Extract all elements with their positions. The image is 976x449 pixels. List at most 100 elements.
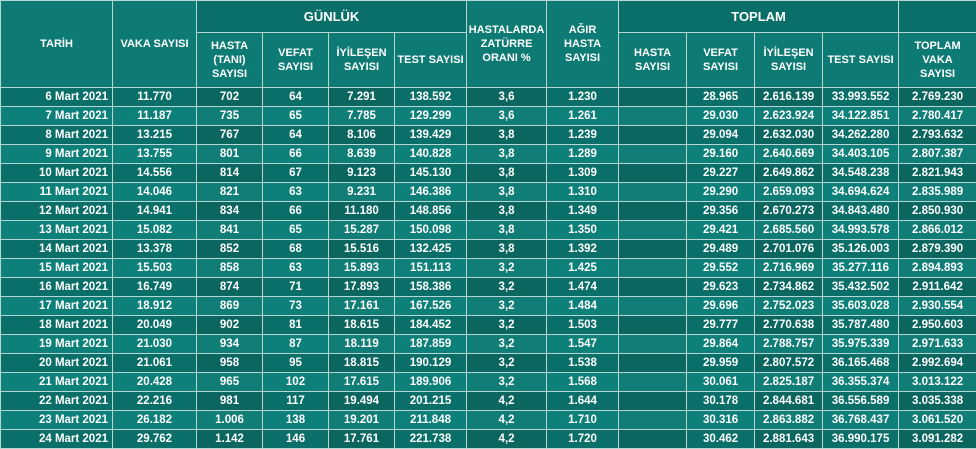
cell-toplam-vefat: 29.094 <box>687 126 755 145</box>
cell-tarih: 23 Mart 2021 <box>1 411 113 430</box>
cell-toplam-iyilesen: 2.640.669 <box>755 145 823 164</box>
cell-iyilesen: 7.291 <box>329 88 395 107</box>
cell-hasta-tani: 814 <box>197 164 263 183</box>
cell-agir-hasta: 1.349 <box>547 202 619 221</box>
cell-toplam-iyilesen: 2.716.969 <box>755 259 823 278</box>
cell-toplam-hasta <box>619 278 687 297</box>
cell-toplam-vaka: 3.061.520 <box>899 411 976 430</box>
cell-toplam-iyilesen: 2.734.862 <box>755 278 823 297</box>
cell-zaturre-orani: 3,8 <box>467 126 547 145</box>
cell-vefat: 71 <box>263 278 329 297</box>
cell-iyilesen: 7.785 <box>329 107 395 126</box>
cell-toplam-iyilesen: 2.616.139 <box>755 88 823 107</box>
cell-test: 201.215 <box>395 392 467 411</box>
cell-agir-hasta: 1.710 <box>547 411 619 430</box>
cell-test: 187.859 <box>395 335 467 354</box>
cell-vefat: 65 <box>263 221 329 240</box>
cell-test: 132.425 <box>395 240 467 259</box>
cell-toplam-iyilesen: 2.863.882 <box>755 411 823 430</box>
cell-vaka-sayisi: 20.428 <box>113 373 197 392</box>
cell-hasta-tani: 958 <box>197 354 263 373</box>
cell-hasta-tani: 852 <box>197 240 263 259</box>
cell-vefat: 66 <box>263 145 329 164</box>
cell-tarih: 16 Mart 2021 <box>1 278 113 297</box>
cell-toplam-vefat: 29.290 <box>687 183 755 202</box>
cell-agir-hasta: 1.503 <box>547 316 619 335</box>
cell-toplam-vaka: 3.013.122 <box>899 373 976 392</box>
cell-vaka-sayisi: 20.049 <box>113 316 197 335</box>
cell-test: 148.856 <box>395 202 467 221</box>
cell-agir-hasta: 1.392 <box>547 240 619 259</box>
cell-tarih: 20 Mart 2021 <box>1 354 113 373</box>
cell-toplam-vefat: 29.227 <box>687 164 755 183</box>
cell-toplam-iyilesen: 2.659.093 <box>755 183 823 202</box>
cell-hasta-tani: 934 <box>197 335 263 354</box>
cell-vaka-sayisi: 21.061 <box>113 354 197 373</box>
cell-toplam-test: 36.556.589 <box>823 392 899 411</box>
cell-toplam-hasta <box>619 316 687 335</box>
cell-toplam-test: 34.694.624 <box>823 183 899 202</box>
cell-toplam-iyilesen: 2.632.030 <box>755 126 823 145</box>
cell-toplam-hasta <box>619 240 687 259</box>
cell-iyilesen: 17.615 <box>329 373 395 392</box>
cell-test: 158.386 <box>395 278 467 297</box>
header-tarih: TARİH <box>1 1 113 88</box>
cell-iyilesen: 8.639 <box>329 145 395 164</box>
cell-agir-hasta: 1.474 <box>547 278 619 297</box>
cell-test: 184.452 <box>395 316 467 335</box>
cell-toplam-hasta <box>619 430 687 449</box>
cell-vaka-sayisi: 11.770 <box>113 88 197 107</box>
cell-zaturre-orani: 4,2 <box>467 411 547 430</box>
cell-tarih: 10 Mart 2021 <box>1 164 113 183</box>
cell-test: 140.828 <box>395 145 467 164</box>
cell-test: 150.098 <box>395 221 467 240</box>
header-test: TEST SAYISI <box>395 33 467 88</box>
cell-toplam-iyilesen: 2.670.273 <box>755 202 823 221</box>
cell-toplam-vefat: 29.160 <box>687 145 755 164</box>
cell-toplam-vaka: 2.821.943 <box>899 164 976 183</box>
cell-toplam-vaka: 2.780.417 <box>899 107 976 126</box>
cell-agir-hasta: 1.289 <box>547 145 619 164</box>
cell-toplam-hasta <box>619 259 687 278</box>
cell-toplam-test: 34.843.480 <box>823 202 899 221</box>
cell-iyilesen: 17.161 <box>329 297 395 316</box>
cell-vefat: 81 <box>263 316 329 335</box>
cell-zaturre-orani: 3,2 <box>467 316 547 335</box>
cell-hasta-tani: 874 <box>197 278 263 297</box>
cell-toplam-iyilesen: 2.770.638 <box>755 316 823 335</box>
cell-tarih: 22 Mart 2021 <box>1 392 113 411</box>
cell-hasta-tani: 834 <box>197 202 263 221</box>
cell-vaka-sayisi: 26.182 <box>113 411 197 430</box>
cell-vefat: 63 <box>263 183 329 202</box>
cell-tarih: 21 Mart 2021 <box>1 373 113 392</box>
cell-hasta-tani: 981 <box>197 392 263 411</box>
cell-tarih: 24 Mart 2021 <box>1 430 113 449</box>
cell-vaka-sayisi: 15.082 <box>113 221 197 240</box>
cell-toplam-vefat: 30.316 <box>687 411 755 430</box>
cell-toplam-test: 35.603.028 <box>823 297 899 316</box>
cell-toplam-vefat: 29.864 <box>687 335 755 354</box>
cell-zaturre-orani: 3,8 <box>467 183 547 202</box>
cell-zaturre-orani: 3,8 <box>467 164 547 183</box>
cell-toplam-vefat: 30.061 <box>687 373 755 392</box>
cell-toplam-test: 35.787.480 <box>823 316 899 335</box>
cell-agir-hasta: 1.568 <box>547 373 619 392</box>
cell-zaturre-orani: 3,8 <box>467 202 547 221</box>
cell-zaturre-orani: 3,8 <box>467 145 547 164</box>
cell-zaturre-orani: 4,2 <box>467 392 547 411</box>
header-toplam-test: TEST SAYISI <box>823 33 899 88</box>
cell-vaka-sayisi: 13.755 <box>113 145 197 164</box>
cell-hasta-tani: 902 <box>197 316 263 335</box>
cell-agir-hasta: 1.425 <box>547 259 619 278</box>
cell-toplam-test: 35.975.339 <box>823 335 899 354</box>
cell-toplam-hasta <box>619 88 687 107</box>
cell-toplam-test: 34.403.105 <box>823 145 899 164</box>
cell-toplam-hasta <box>619 411 687 430</box>
